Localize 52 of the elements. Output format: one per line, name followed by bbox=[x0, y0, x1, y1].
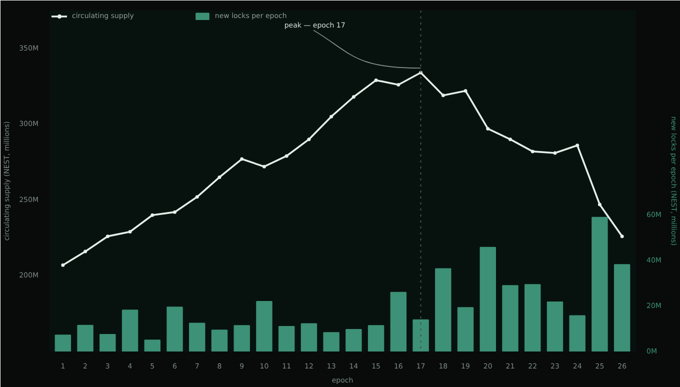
bar bbox=[480, 246, 496, 352]
point bbox=[374, 78, 378, 82]
bar bbox=[323, 332, 340, 352]
point bbox=[150, 213, 154, 217]
bar bbox=[144, 340, 160, 352]
bar bbox=[502, 285, 518, 352]
bar bbox=[211, 330, 228, 352]
point bbox=[218, 175, 222, 179]
point bbox=[284, 154, 288, 158]
point bbox=[307, 138, 311, 142]
point bbox=[240, 157, 244, 161]
bar bbox=[189, 322, 206, 352]
bar bbox=[614, 264, 630, 352]
point bbox=[576, 144, 580, 148]
bar bbox=[368, 325, 384, 352]
bar bbox=[457, 307, 474, 352]
bar bbox=[569, 315, 586, 352]
bar bbox=[412, 319, 429, 352]
bar bbox=[390, 292, 407, 352]
point bbox=[598, 202, 602, 206]
point bbox=[330, 114, 334, 118]
point bbox=[486, 126, 490, 130]
point bbox=[530, 150, 534, 154]
bar bbox=[122, 310, 138, 352]
point bbox=[620, 234, 624, 238]
bar bbox=[278, 326, 295, 352]
point bbox=[441, 94, 445, 98]
point bbox=[128, 230, 132, 234]
point bbox=[61, 263, 65, 267]
point bbox=[195, 195, 199, 199]
point bbox=[396, 83, 400, 87]
bar bbox=[100, 334, 116, 352]
bar bbox=[435, 268, 452, 352]
point bbox=[173, 210, 176, 214]
bar bbox=[300, 323, 318, 352]
point bbox=[419, 70, 423, 74]
point bbox=[464, 89, 468, 93]
bar bbox=[54, 334, 72, 352]
bar bbox=[524, 284, 541, 352]
point bbox=[84, 250, 88, 254]
bar bbox=[346, 328, 362, 352]
bar bbox=[546, 301, 564, 352]
point bbox=[106, 234, 110, 238]
bar bbox=[166, 306, 183, 352]
point bbox=[553, 151, 557, 155]
bar bbox=[592, 216, 608, 352]
point bbox=[508, 138, 512, 142]
bar bbox=[256, 300, 272, 352]
point bbox=[262, 164, 266, 168]
point bbox=[352, 95, 356, 99]
bar bbox=[234, 325, 250, 352]
bar bbox=[77, 324, 94, 352]
